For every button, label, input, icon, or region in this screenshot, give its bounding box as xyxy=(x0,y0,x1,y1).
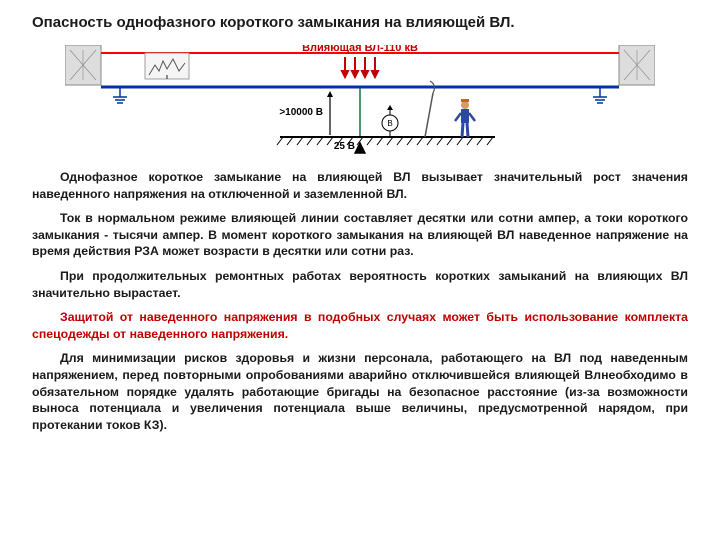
page-title: Опасность однофазного короткого замыкани… xyxy=(32,14,688,31)
meter-label: В xyxy=(387,119,392,128)
label-influencing-line: Влияющая ВЛ-110 кВ xyxy=(302,45,418,54)
label-low-voltage: 25 В xyxy=(334,141,355,152)
para-4-protection: Защитой от наведенного напряжения в подо… xyxy=(32,309,688,342)
para-2: Ток в нормальном режиме влияющей линии с… xyxy=(32,210,688,260)
para-5: Для минимизации рисков здоровья и жизни … xyxy=(32,350,688,433)
label-high-voltage: >10000 В xyxy=(279,107,323,118)
para-3: При продолжительных ремонтных работах ве… xyxy=(32,268,688,301)
circuit-diagram: Влияющая ВЛ-110 кВ xyxy=(65,45,655,155)
para-1: Однофазное короткое замыкание на влияюще… xyxy=(32,169,688,202)
